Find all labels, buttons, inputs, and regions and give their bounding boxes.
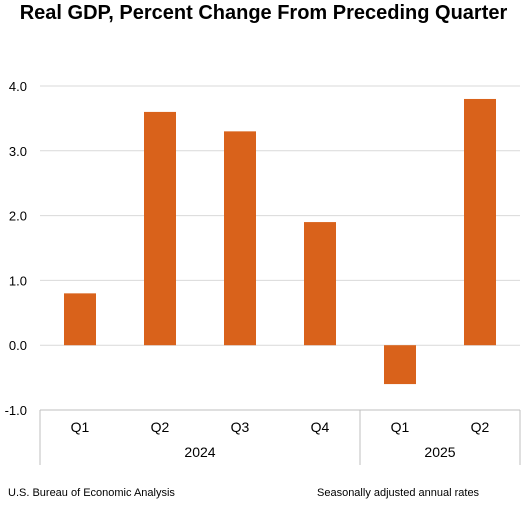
source-note: U.S. Bureau of Economic Analysis — [8, 487, 175, 499]
bar — [304, 222, 336, 346]
rate-note: Seasonally adjusted annual rates — [317, 487, 480, 499]
y-tick-label: 3.0 — [9, 144, 27, 159]
bar — [144, 111, 176, 346]
year-group-label: 2025 — [424, 444, 455, 460]
x-tick-label: Q2 — [471, 419, 490, 435]
y-tick-label: 2.0 — [9, 209, 27, 224]
y-tick-label: 0.0 — [9, 338, 27, 353]
gridlines — [40, 85, 520, 346]
y-tick-label: -1.0 — [5, 403, 27, 418]
bar — [464, 98, 496, 346]
bars — [64, 98, 496, 385]
bar — [64, 293, 96, 346]
x-tick-label: Q1 — [391, 419, 410, 435]
bar — [384, 345, 416, 385]
axis-labels: -1.0 0.0 1.0 2.0 3.0 4.0 Q1 Q2 Q3 Q4 Q1 Q2 2024 2025 — [5, 79, 490, 460]
x-tick-label: Q1 — [71, 419, 90, 435]
x-tick-label: Q3 — [231, 419, 250, 435]
year-group-label: 2024 — [184, 444, 215, 460]
y-tick-label: 4.0 — [9, 79, 27, 94]
x-tick-label: Q4 — [311, 419, 330, 435]
y-tick-label: 1.0 — [9, 273, 27, 288]
chart-title: Real GDP, Percent Change From Preceding … — [19, 2, 508, 24]
axes — [39, 409, 521, 465]
bar — [224, 131, 256, 346]
x-tick-label: Q2 — [151, 419, 170, 435]
